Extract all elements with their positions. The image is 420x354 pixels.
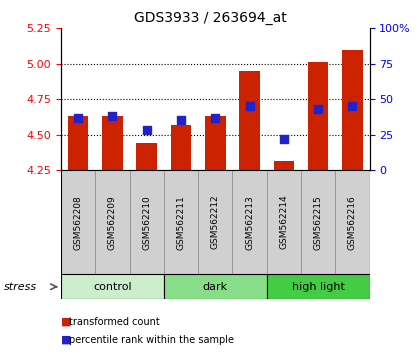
Bar [61, 170, 95, 274]
Bar [205, 116, 226, 170]
Point [75, 115, 81, 120]
Point [178, 118, 184, 123]
Bar [267, 170, 301, 274]
Text: ■: ■ [61, 317, 71, 327]
Text: stress: stress [4, 282, 37, 292]
Point [212, 115, 219, 120]
Bar [301, 170, 335, 274]
Bar [164, 274, 267, 299]
Text: high light: high light [292, 282, 344, 292]
Bar [267, 274, 370, 299]
Text: GSM562209: GSM562209 [108, 195, 117, 250]
Text: ■: ■ [61, 335, 71, 345]
Bar [198, 170, 232, 274]
Text: control: control [93, 282, 131, 292]
Point [109, 113, 116, 119]
Text: GDS3933 / 263694_at: GDS3933 / 263694_at [134, 11, 286, 25]
Bar [95, 170, 129, 274]
Bar [335, 170, 370, 274]
Text: GSM562211: GSM562211 [176, 195, 186, 250]
Point [281, 136, 287, 142]
Point [315, 106, 322, 112]
Point [349, 103, 356, 109]
Bar [342, 50, 363, 170]
Point [143, 127, 150, 133]
Text: GSM562215: GSM562215 [314, 195, 323, 250]
Bar [232, 170, 267, 274]
Text: GSM562214: GSM562214 [279, 195, 289, 250]
Bar [61, 274, 164, 299]
Text: GSM562212: GSM562212 [211, 195, 220, 250]
Bar [129, 170, 164, 274]
Bar [102, 116, 123, 170]
Point [246, 103, 253, 109]
Text: GSM562213: GSM562213 [245, 195, 254, 250]
Text: dark: dark [203, 282, 228, 292]
Text: percentile rank within the sample: percentile rank within the sample [69, 335, 234, 345]
Bar [171, 125, 191, 170]
Text: GSM562210: GSM562210 [142, 195, 151, 250]
Bar [136, 143, 157, 170]
Text: transformed count: transformed count [69, 317, 160, 327]
Bar [239, 71, 260, 170]
Bar [68, 116, 88, 170]
Text: GSM562208: GSM562208 [74, 195, 83, 250]
Bar [164, 170, 198, 274]
Bar [273, 161, 294, 170]
Bar [308, 62, 328, 170]
Text: GSM562216: GSM562216 [348, 195, 357, 250]
